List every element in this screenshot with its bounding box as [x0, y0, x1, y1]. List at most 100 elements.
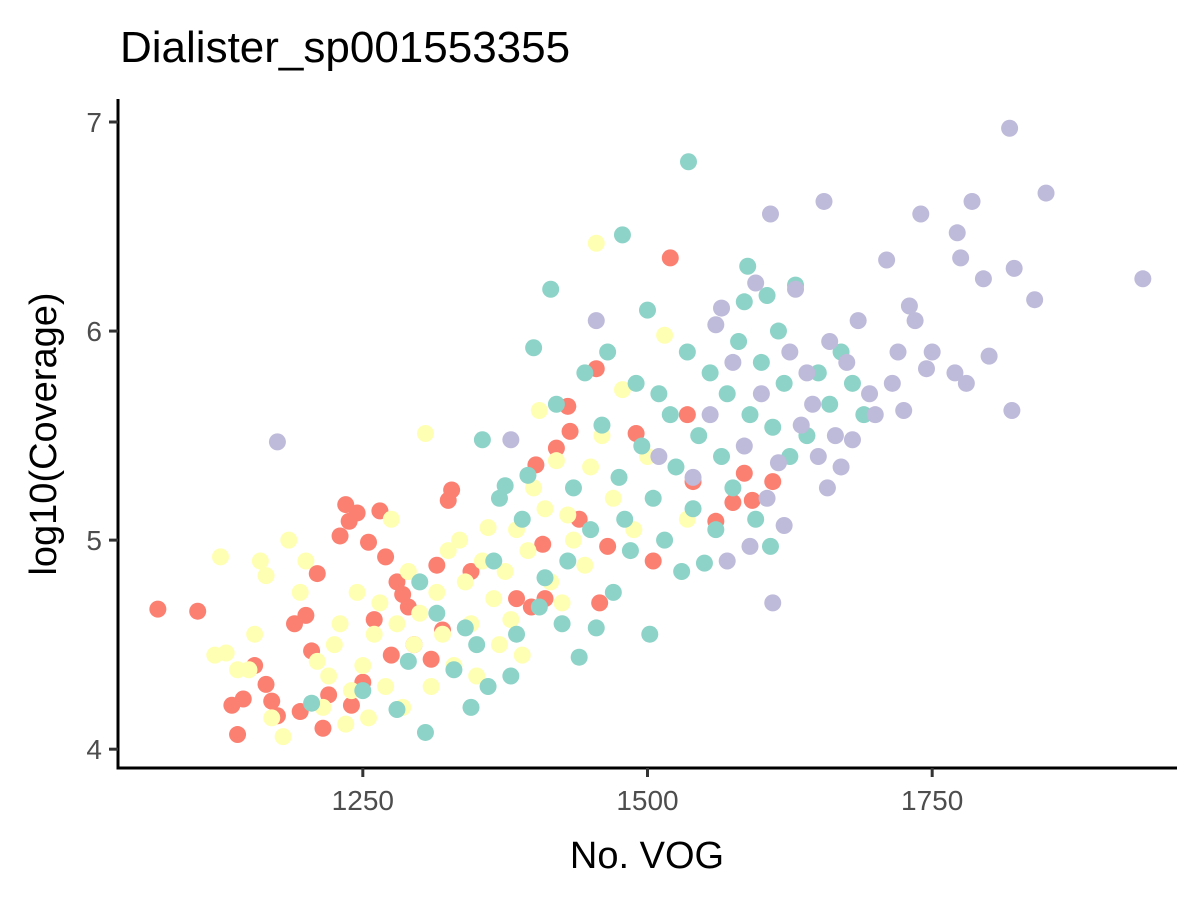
data-point: [895, 402, 913, 420]
data-point: [308, 565, 326, 583]
data-point: [468, 636, 486, 654]
data-point: [553, 594, 571, 612]
y-tick-label: 4: [86, 734, 102, 765]
data-point: [752, 353, 770, 371]
data-point: [451, 531, 469, 549]
data-point: [297, 606, 315, 624]
data-point: [354, 682, 372, 700]
data-point: [534, 535, 552, 553]
data-point: [980, 347, 998, 365]
data-point: [832, 458, 850, 476]
data-point: [752, 385, 770, 403]
data-point: [741, 537, 759, 555]
x-tick-label: 1250: [332, 785, 394, 816]
data-point: [405, 636, 423, 654]
data-point: [229, 726, 247, 744]
data-point: [792, 416, 810, 434]
data-point: [815, 192, 833, 210]
data-point: [240, 661, 258, 679]
data-point: [684, 500, 702, 518]
data-point: [530, 598, 548, 616]
data-point: [743, 491, 761, 509]
data-point: [496, 477, 514, 495]
data-point: [761, 205, 779, 223]
data-point: [234, 690, 252, 708]
data-point: [445, 661, 463, 679]
data-point: [661, 249, 679, 267]
data-point: [342, 696, 360, 714]
data-point: [291, 583, 309, 601]
data-point: [268, 433, 286, 451]
data-point: [382, 510, 400, 528]
data-point: [633, 437, 651, 455]
data-point: [399, 562, 417, 580]
data-point: [883, 374, 901, 392]
data-point: [707, 316, 725, 334]
data-point: [818, 479, 836, 497]
y-tick-label: 5: [86, 525, 102, 556]
data-point: [761, 537, 779, 555]
data-point: [570, 648, 588, 666]
data-point: [843, 431, 861, 449]
data-point: [735, 464, 753, 482]
data-point: [963, 192, 981, 210]
data-point: [735, 437, 753, 455]
data-point: [679, 153, 697, 171]
data-point: [667, 458, 685, 476]
data-point: [604, 583, 622, 601]
data-point: [388, 700, 406, 718]
data-point: [764, 418, 782, 436]
data-point: [473, 431, 491, 449]
data-point: [297, 552, 315, 570]
data-points: [149, 119, 1152, 746]
data-point: [821, 395, 839, 413]
data-point: [360, 533, 378, 551]
data-point: [804, 395, 822, 413]
data-point: [678, 343, 696, 361]
data-point: [1026, 291, 1044, 309]
data-point: [764, 473, 782, 491]
data-point: [263, 692, 281, 710]
data-point: [866, 406, 884, 424]
data-point: [422, 650, 440, 668]
data-point: [591, 594, 609, 612]
data-point: [547, 395, 565, 413]
data-point: [513, 510, 531, 528]
data-point: [576, 364, 594, 382]
data-point: [758, 287, 776, 305]
data-point: [906, 312, 924, 330]
data-point: [428, 583, 446, 601]
data-point: [337, 715, 355, 733]
y-axis-ticks: 4 5 6 7: [86, 107, 118, 765]
data-point: [354, 657, 372, 675]
data-point: [547, 452, 565, 470]
data-point: [923, 343, 941, 361]
data-point: [325, 636, 343, 654]
data-point: [713, 447, 731, 465]
data-point: [900, 297, 918, 315]
data-point: [684, 468, 702, 486]
data-point: [948, 224, 966, 242]
data-point: [758, 489, 776, 507]
x-tick-label: 1750: [901, 785, 963, 816]
data-point: [576, 556, 594, 574]
data-point: [416, 425, 434, 442]
data-point: [707, 521, 725, 539]
data-point: [946, 364, 964, 382]
data-point: [673, 562, 691, 580]
data-point: [769, 322, 787, 340]
data-point: [741, 406, 759, 424]
data-point: [411, 573, 429, 591]
data-point: [502, 431, 520, 449]
data-point: [303, 694, 321, 712]
data-point: [371, 594, 389, 612]
data-point: [502, 667, 520, 685]
data-point: [331, 615, 349, 633]
data-point: [519, 542, 537, 560]
data-point: [308, 652, 326, 670]
data-point: [314, 719, 332, 737]
data-point: [781, 343, 799, 361]
data-point: [889, 343, 907, 361]
data-point: [952, 249, 970, 267]
